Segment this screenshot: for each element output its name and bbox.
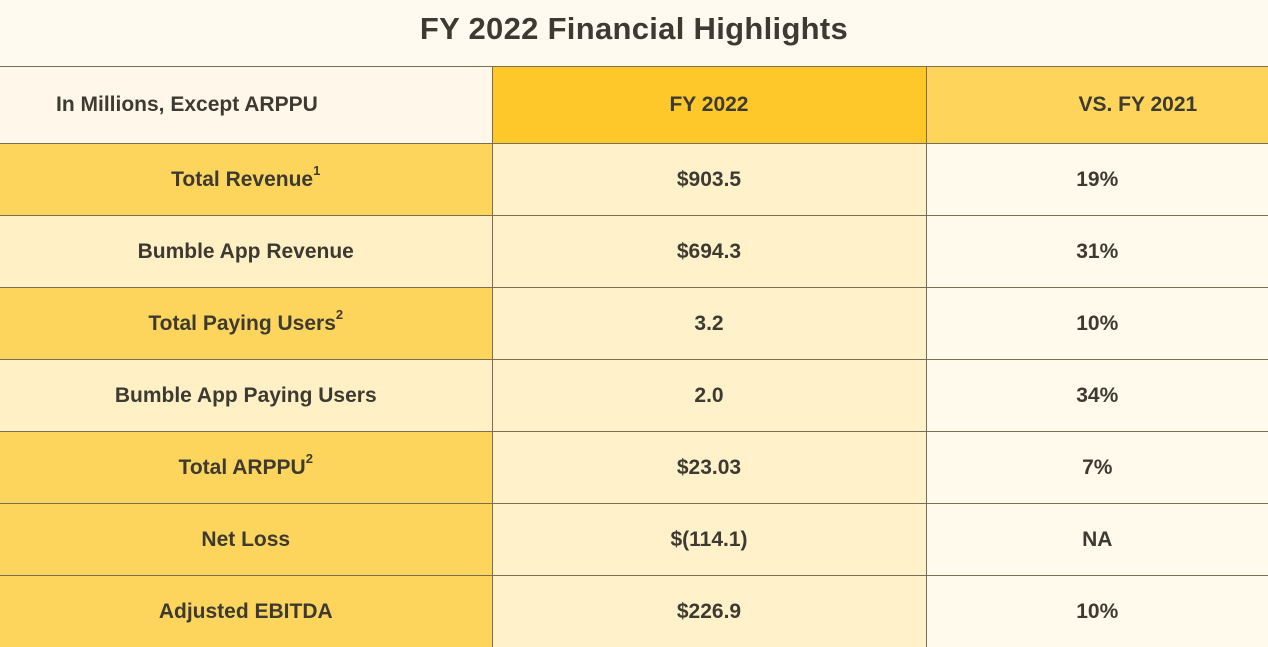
row-label: Bumble App Paying Users bbox=[0, 359, 493, 432]
row-label: Net Loss bbox=[0, 503, 493, 576]
row-label-text: Total Paying Users bbox=[148, 311, 336, 335]
vs2021-change: 19% bbox=[925, 143, 1268, 216]
table-row: Total Revenue1 $903.5 19% bbox=[0, 143, 1268, 216]
table-row: Total ARPPU2 $23.03 7% bbox=[0, 431, 1268, 504]
row-label: Total Revenue1 bbox=[0, 143, 493, 216]
column-header-fy2022: FY 2022 bbox=[491, 66, 927, 144]
row-label: Bumble App Revenue bbox=[0, 215, 493, 288]
fy2022-value: $23.03 bbox=[491, 431, 927, 504]
row-label: Total Paying Users2 bbox=[0, 287, 493, 360]
row-label-text: Bumble App Paying Users bbox=[114, 383, 377, 407]
row-label-text: Net Loss bbox=[201, 527, 291, 551]
row-label-text: Adjusted EBITDA bbox=[158, 599, 333, 623]
row-label-text: Total Revenue bbox=[171, 167, 314, 191]
fy2022-value: $694.3 bbox=[491, 215, 927, 288]
vs2021-change: 34% bbox=[925, 359, 1268, 432]
footnote-marker: 1 bbox=[313, 162, 321, 178]
vs2021-change: 10% bbox=[925, 287, 1268, 360]
row-label-text: Total ARPPU bbox=[178, 455, 306, 479]
footnote-marker: 2 bbox=[335, 306, 344, 322]
column-header-vs-fy2021: VS. FY 2021 bbox=[925, 66, 1268, 144]
column-header-metric: In Millions, Except ARPPU bbox=[0, 66, 493, 144]
footnote-marker: 2 bbox=[305, 450, 313, 466]
row-label: Adjusted EBITDA bbox=[0, 575, 493, 647]
table-row: Net Loss $(114.1) NA bbox=[0, 503, 1268, 576]
table-row: Adjusted EBITDA $226.9 10% bbox=[0, 575, 1268, 647]
vs2021-change: NA bbox=[925, 503, 1268, 576]
row-label-text: Bumble App Revenue bbox=[137, 239, 354, 263]
fy2022-value: $903.5 bbox=[491, 143, 927, 216]
page-title: FY 2022 Financial Highlights bbox=[419, 11, 849, 46]
financial-highlights-table: In Millions, Except ARPPU FY 2022 VS. FY… bbox=[0, 66, 1268, 647]
vs2021-change: 31% bbox=[925, 215, 1268, 288]
fy2022-value: 2.0 bbox=[491, 359, 927, 432]
table-header-row: In Millions, Except ARPPU FY 2022 VS. FY… bbox=[0, 66, 1268, 144]
row-label: Total ARPPU2 bbox=[0, 431, 493, 504]
table-row: Bumble App Paying Users 2.0 34% bbox=[0, 359, 1268, 432]
fy2022-value: $(114.1) bbox=[491, 503, 927, 576]
fy2022-value: $226.9 bbox=[491, 575, 927, 647]
vs2021-change: 7% bbox=[925, 431, 1268, 504]
table-row: Bumble App Revenue $694.3 31% bbox=[0, 215, 1268, 288]
vs2021-change: 10% bbox=[925, 575, 1268, 647]
fy2022-value: 3.2 bbox=[491, 287, 927, 360]
table-row: Total Paying Users2 3.2 10% bbox=[0, 287, 1268, 360]
